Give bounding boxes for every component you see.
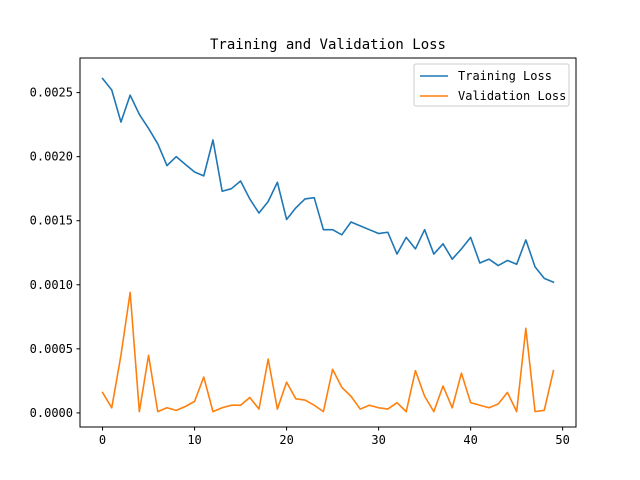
y-axis: 0.0000 0.0005 0.0010 0.0015 0.0020 0.0025	[30, 86, 80, 420]
y-tick-label: 0.0020	[30, 150, 73, 164]
legend-label-training-loss: Training Loss	[458, 69, 552, 83]
x-tick-label: 40	[463, 433, 477, 447]
plot-area-frame	[79, 57, 577, 428]
legend: Training Loss Validation Loss	[413, 63, 570, 107]
y-tick-label: 0.0025	[30, 86, 73, 100]
series-line-training-loss	[101, 77, 555, 284]
series-layer	[101, 77, 555, 413]
y-tick-label: 0.0000	[30, 406, 73, 420]
legend-label-validation-loss: Validation Loss	[458, 89, 566, 103]
x-tick-label: 30	[371, 433, 385, 447]
chart-title: Training and Validation Loss	[210, 37, 446, 53]
x-axis: 0 10 20 30 40 50	[99, 427, 570, 447]
x-tick-label: 50	[555, 433, 569, 447]
x-tick-label: 0	[99, 433, 106, 447]
y-tick-label: 0.0015	[30, 214, 73, 228]
y-tick-label: 0.0005	[30, 342, 73, 356]
x-tick-label: 10	[187, 433, 201, 447]
x-tick-label: 20	[279, 433, 293, 447]
legend-box	[413, 63, 570, 107]
series-line-validation-loss	[101, 291, 555, 413]
y-tick-label: 0.0010	[30, 278, 73, 292]
